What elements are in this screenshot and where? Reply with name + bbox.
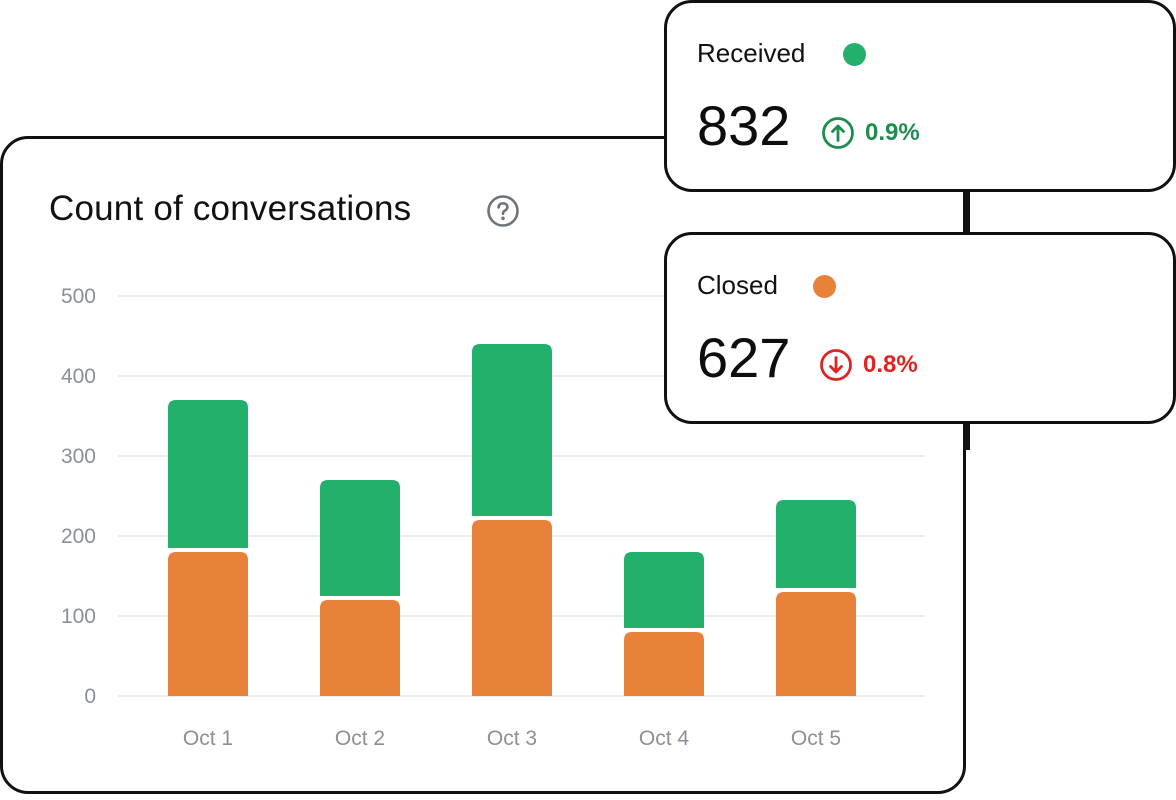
bar-received[interactable] <box>776 500 856 588</box>
y-tick-label: 100 <box>61 605 96 628</box>
bar-received[interactable] <box>472 344 552 516</box>
bar-received[interactable] <box>624 552 704 628</box>
received-dot <box>843 43 866 66</box>
connector-line <box>966 190 970 234</box>
bar-closed[interactable] <box>776 592 856 696</box>
bar-closed[interactable] <box>168 552 248 696</box>
closed-card: Closed 627 0.8% <box>664 232 1176 424</box>
y-tick-label: 0 <box>84 685 96 708</box>
received-value: 832 <box>697 94 791 157</box>
received-change: 0.9% <box>865 119 920 146</box>
x-tick-label: Oct 4 <box>639 727 690 750</box>
bar-received[interactable] <box>168 400 248 548</box>
bar-closed[interactable] <box>624 632 704 696</box>
x-tick-label: Oct 2 <box>335 727 385 750</box>
x-tick-label: Oct 1 <box>183 727 233 750</box>
closed-dot <box>813 275 836 298</box>
closed-label: Closed <box>697 270 778 300</box>
received-card: Received 832 0.9% <box>664 0 1176 192</box>
y-tick-label: 400 <box>61 365 96 388</box>
y-tick-label: 500 <box>61 285 96 308</box>
connector-line <box>966 420 970 450</box>
closed-change: 0.8% <box>863 351 918 378</box>
bar-closed[interactable] <box>472 520 552 696</box>
help-icon[interactable] <box>486 194 520 228</box>
y-tick-label: 300 <box>61 445 96 468</box>
arrow-down-circle-icon <box>820 349 852 381</box>
arrow-up-circle-icon <box>822 117 854 149</box>
bar-closed[interactable] <box>320 600 400 696</box>
closed-value: 627 <box>697 326 791 389</box>
x-tick-label: Oct 5 <box>791 727 841 750</box>
chart-title: Count of conversations <box>49 189 412 228</box>
bar-received[interactable] <box>320 480 400 596</box>
x-tick-label: Oct 3 <box>487 727 537 750</box>
y-tick-label: 200 <box>61 525 96 548</box>
bar-chart: 0 100 200 300 400 500 Oct 1 Oct 2 Oct 3 Oct 4 Oct … <box>61 285 925 750</box>
received-label: Received <box>697 38 806 68</box>
